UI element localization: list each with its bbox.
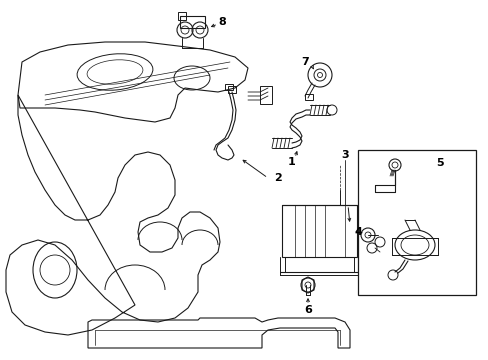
Text: 3: 3 bbox=[341, 150, 348, 160]
Text: 8: 8 bbox=[218, 17, 225, 27]
Text: 7: 7 bbox=[301, 57, 308, 67]
Bar bbox=[227, 86, 236, 93]
Bar bbox=[305, 94, 312, 100]
Text: 2: 2 bbox=[274, 173, 281, 183]
Text: 5: 5 bbox=[435, 158, 443, 168]
Bar bbox=[282, 205, 356, 257]
Bar bbox=[224, 84, 232, 90]
Text: 6: 6 bbox=[304, 305, 311, 315]
Bar bbox=[180, 16, 204, 28]
Bar bbox=[357, 150, 475, 295]
Text: 1: 1 bbox=[287, 157, 295, 167]
Text: 4: 4 bbox=[353, 227, 361, 237]
Bar bbox=[260, 86, 271, 104]
Bar bbox=[178, 12, 185, 20]
